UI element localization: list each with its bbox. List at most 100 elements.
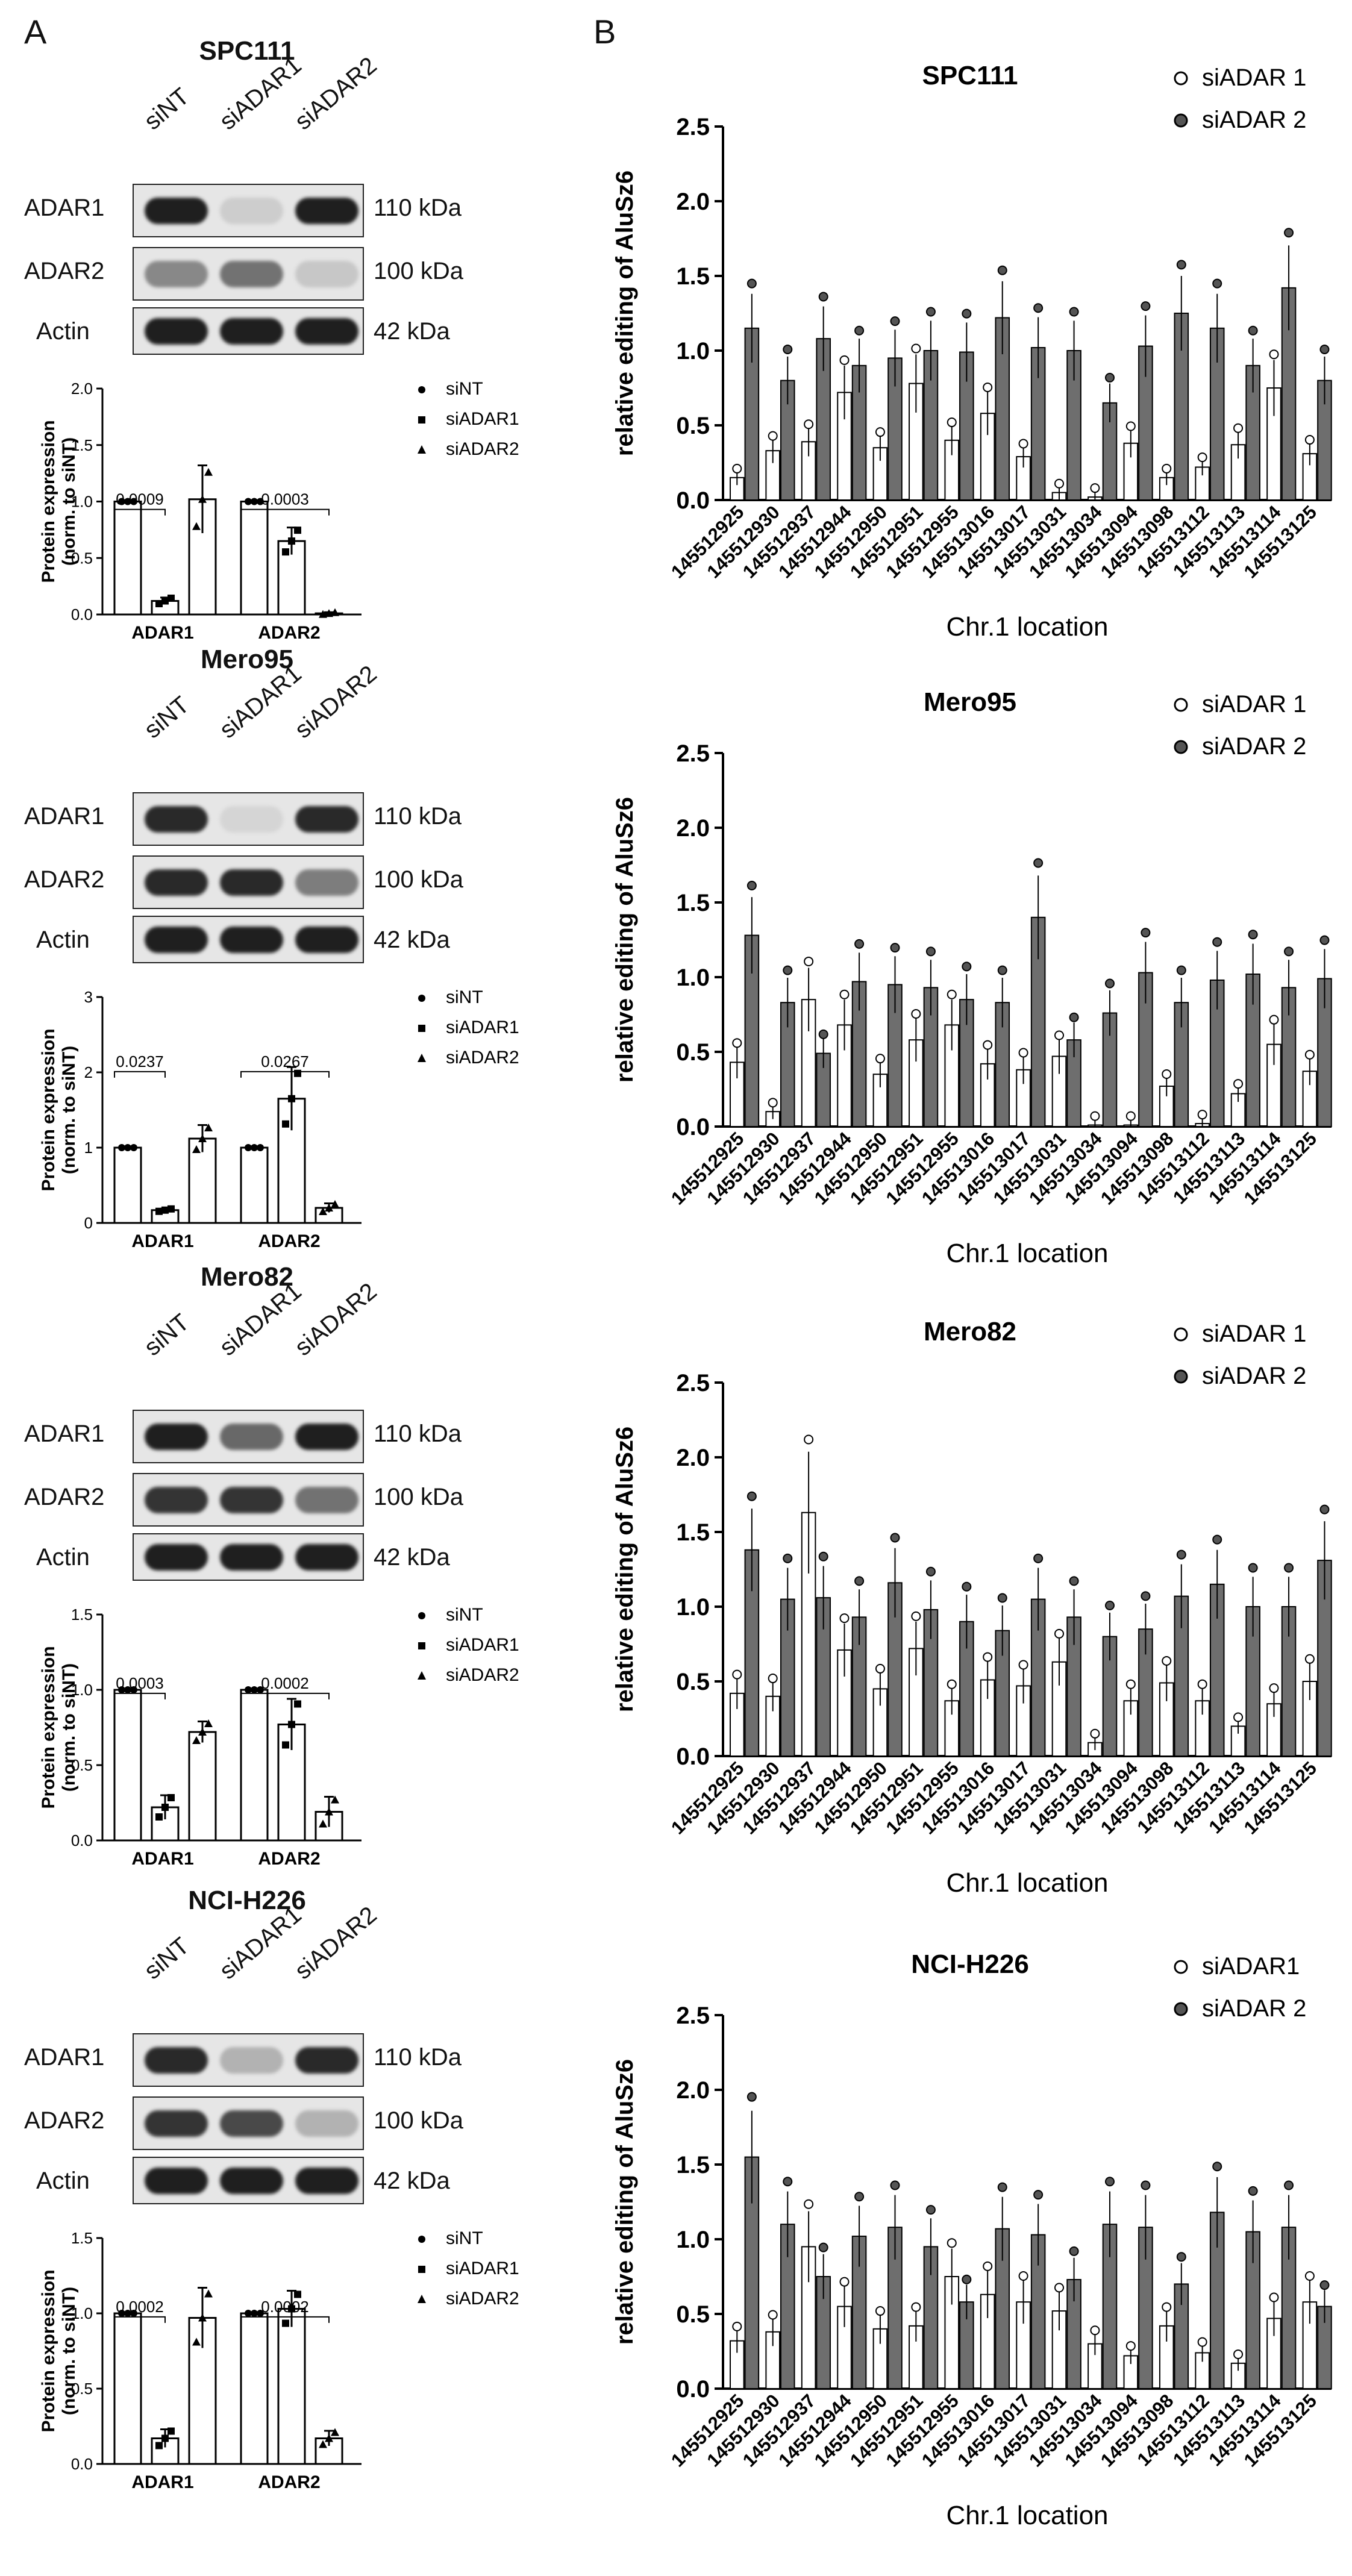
y-axis-label: Protein expression (39, 2269, 58, 2432)
point (1269, 2292, 1279, 2302)
legend-marker (418, 386, 425, 393)
point (1033, 1553, 1044, 1563)
point (783, 1553, 793, 1563)
sig-label: 0.0002 (116, 2298, 164, 2316)
band (295, 805, 358, 833)
point (1319, 345, 1330, 355)
blot-actin (133, 1533, 364, 1581)
legend-label: siADAR1 (446, 1635, 519, 1655)
group-label: ADAR1 (131, 623, 193, 643)
point (925, 307, 936, 317)
kda-label-adar1: 110 kDa (374, 195, 462, 221)
bar (113, 501, 142, 616)
group-label: ADAR2 (258, 1849, 320, 1869)
kda-label-adar2: 100 kDa (374, 258, 463, 284)
point (282, 2319, 289, 2327)
point (130, 2310, 137, 2317)
legend-marker (418, 1612, 425, 1619)
legend-marker (1174, 1960, 1188, 1974)
sig-label: 0.0003 (261, 490, 309, 508)
point (839, 989, 850, 999)
point (997, 2182, 1007, 2192)
y-axis-label: relative editing of AluSz6 (612, 170, 638, 456)
point (997, 265, 1007, 275)
legend-label: siADAR 2 (1202, 107, 1306, 133)
legend-label: siNT (446, 1605, 483, 1625)
legend-marker (418, 2295, 426, 2303)
cell-title: NCI-H226 (188, 1886, 306, 1915)
band (145, 869, 208, 896)
bar (113, 2312, 142, 2465)
point (997, 965, 1007, 975)
y-tick-label: 2.0 (676, 815, 710, 842)
band (145, 2110, 208, 2137)
band (295, 260, 358, 287)
y-tick-label: 0.0 (676, 1743, 710, 1770)
point (325, 1807, 333, 1816)
point (983, 383, 993, 393)
point (732, 1669, 742, 1680)
point (1212, 937, 1222, 947)
legend-marker (1174, 113, 1188, 128)
y-tick-label: 1.5 (676, 2152, 710, 2178)
point (288, 2305, 295, 2313)
point (257, 2310, 264, 2317)
point (947, 989, 957, 999)
band (145, 805, 208, 833)
point (746, 278, 757, 289)
point (854, 939, 865, 949)
legend-marker (418, 1025, 425, 1032)
point (1212, 278, 1222, 289)
point (875, 1054, 885, 1064)
band (220, 805, 283, 833)
point (947, 2238, 957, 2248)
point (1162, 1656, 1172, 1666)
point (245, 1144, 252, 1151)
point (1141, 1591, 1151, 1601)
point (118, 498, 125, 505)
bar (240, 1689, 269, 1842)
kda-label-actin: 42 kDa (374, 318, 450, 345)
y-axis-label: Protein expression (39, 1646, 58, 1809)
y-tick-label: 1.0 (71, 1681, 93, 1699)
point (911, 1009, 921, 1019)
point (167, 1205, 175, 1213)
y-tick-label: 0.0 (676, 487, 710, 514)
blot-adar2 (133, 855, 364, 909)
point (1269, 1683, 1279, 1693)
point (288, 1721, 295, 1728)
point (198, 1134, 207, 1142)
point (1233, 1079, 1244, 1089)
point (804, 419, 814, 430)
point (1069, 2246, 1079, 2256)
y-axis-label: Protein expression (39, 420, 58, 583)
y-tick-label: 0.5 (71, 2380, 93, 2398)
band (220, 260, 283, 287)
cell-title: SPC111 (199, 36, 295, 66)
blot-adar2 (133, 247, 364, 301)
point (155, 1207, 163, 1215)
point (1125, 1679, 1136, 1689)
point (804, 956, 814, 966)
cell-title: Mero95 (200, 645, 294, 674)
point (768, 1098, 778, 1108)
point (167, 2427, 175, 2435)
band (220, 926, 283, 953)
group-label: ADAR1 (131, 1849, 193, 1869)
band (295, 1423, 358, 1450)
blot-actin (133, 916, 364, 963)
band-label-adar1: ADAR1 (24, 803, 105, 830)
kda-label-adar1: 110 kDa (374, 803, 462, 830)
point (925, 2205, 936, 2215)
y-tick-label: 2.5 (676, 740, 710, 767)
legend-marker (418, 995, 425, 1002)
point (294, 527, 301, 534)
y-axis-label: Protein expression (39, 1028, 58, 1191)
point (192, 522, 201, 530)
point (925, 946, 936, 957)
point (1104, 2177, 1115, 2187)
legend-label: siNT (446, 987, 483, 1007)
legend-label: siADAR2 (446, 439, 519, 459)
group-label: ADAR1 (131, 1231, 193, 1251)
band-label-actin: Actin (36, 2168, 90, 2194)
